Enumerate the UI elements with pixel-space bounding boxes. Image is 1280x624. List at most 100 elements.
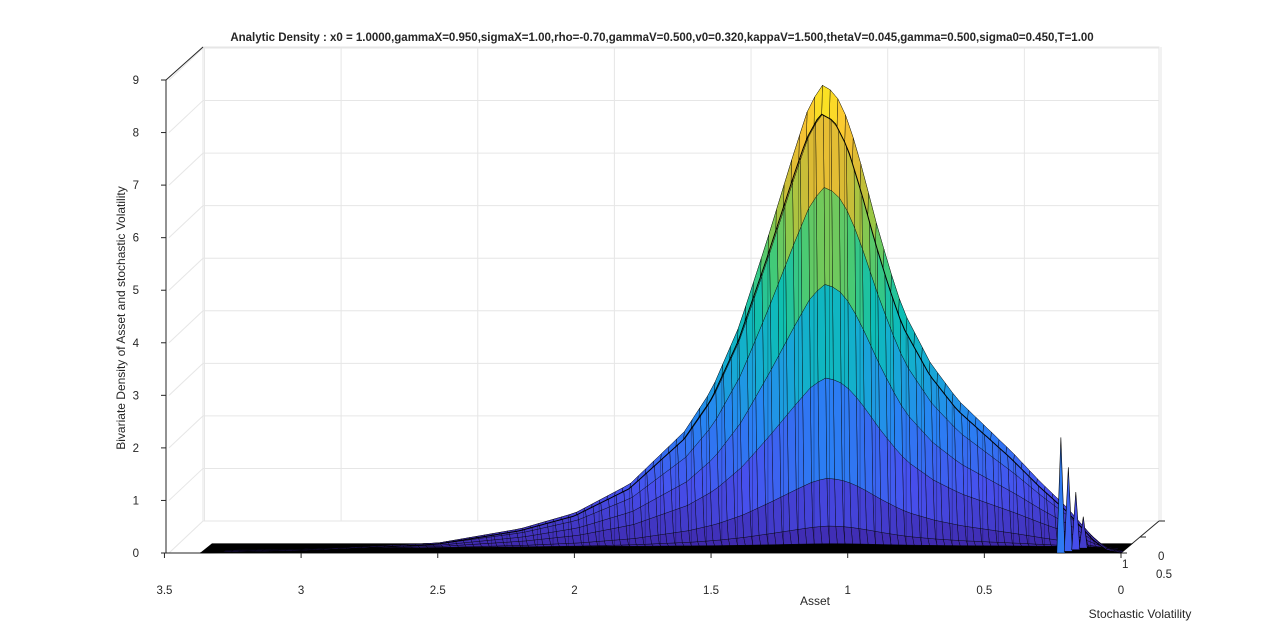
z-gridline-side [168,520,204,554]
surface-patch [619,538,629,546]
x-tick-label: 0 [1118,585,1124,597]
surface-patch [857,485,867,531]
surface-patch [1001,507,1012,534]
z-tick-label: 1 [133,495,139,507]
surface-patch [821,84,831,119]
surface-patch [970,468,980,501]
surface-patch [948,487,958,526]
surface-patch [932,441,942,485]
surface-patch [863,406,874,496]
surface-patch [987,529,998,543]
surface-patch [657,533,668,544]
surface-patch [918,515,929,539]
z-tick-label: 4 [133,338,140,350]
tick-labels: 3.5 3 2.5 2 1.5 1 0.5 0 0 1 2 3 4 5 6 7 8 9 0 0.5 1 [133,75,1172,597]
density-surface [199,84,1133,554]
surface-patch [572,534,582,544]
surface-patch [978,499,989,530]
x-tick-label: 3.5 [156,585,172,597]
surface-patch [825,377,835,480]
z-gridline-side [168,362,204,396]
surface-patch [886,437,897,508]
surface-patch [680,530,691,543]
z-gridline-side [168,152,204,186]
surface-patch [932,479,943,523]
surface-patch [823,186,833,288]
surface-patch [926,517,936,540]
z-gridline-side [168,310,204,344]
x-tick-label: 1 [844,585,850,597]
surface-patch [964,525,975,542]
surface-patch [756,441,766,509]
surface-patch [772,496,783,534]
surface-patch [717,480,728,524]
x-tick-label: 1.5 [703,585,719,597]
z-tick-label: 9 [133,75,139,87]
surface-patch [995,530,1005,543]
surface-patch [1010,532,1021,544]
surface-patch [710,486,720,526]
surface-patch [816,186,826,292]
surface-patch [1003,531,1013,544]
surface-patch [810,381,820,483]
surface-patch [788,489,798,531]
surface-patch [765,500,775,535]
surface-patch [815,112,825,198]
surface-patch [934,519,944,540]
surface-patch [733,467,743,519]
surface-patch [848,388,858,487]
z-gridline-side [168,47,204,81]
x-tick-label: 3 [298,585,304,597]
y-tick-label: 1 [1122,559,1128,571]
surface-patch [664,510,674,535]
x-tick-label: 2.5 [430,585,446,597]
surface-patch [957,524,967,542]
z-tick-label: 2 [133,443,139,455]
surface-patch [832,286,842,384]
boundary-spike [1078,516,1088,549]
surface-patch [786,326,796,416]
surface-patch [955,490,966,527]
surface-patch [816,283,826,383]
surface-patch [826,478,836,527]
surface-patch [809,290,819,389]
surface-patch [834,478,844,527]
surface-patch [625,524,636,540]
z-tick-label: 0 [133,548,139,560]
y-tick-label: 0 [1158,551,1164,563]
surface-patch [939,447,949,488]
surface-patch [618,525,628,540]
surface-patch [610,527,620,541]
surface-patch [818,478,829,527]
z-gridline-side [168,100,204,133]
surface-patch [771,423,782,502]
y-axis-label: Stochastic Volatility [1089,607,1192,621]
surface-patch [748,449,759,513]
surface-patch [847,300,857,398]
surface-patch [823,112,832,192]
surface-patch [903,510,913,538]
surface-patch [941,521,952,541]
surface-patch [831,190,841,293]
surface-patch [694,496,705,530]
surface-patch [602,528,613,542]
surface-patch [871,416,881,500]
surface-patch [963,494,973,528]
surface-patch [726,517,737,540]
surface-patch [742,511,752,538]
z-gridline-side [168,257,204,291]
surface-patch [839,196,849,302]
surface-patch [780,492,790,533]
surface-patch [627,538,637,546]
surface-patch [793,312,803,407]
surface-patch [740,458,751,516]
surface-patch [925,473,935,521]
surface-patch [849,482,860,529]
surface-patch [595,530,605,542]
z-tick-label: 7 [133,180,139,192]
surface-patch [734,514,744,539]
surface-patch [711,522,721,541]
z-tick-label: 3 [133,390,139,402]
surface-patch [556,536,567,545]
